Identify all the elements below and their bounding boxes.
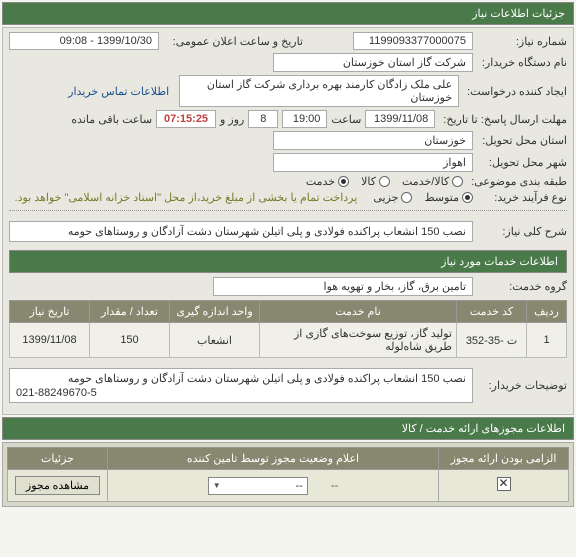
table-row: 1 ت -35-352 تولید گاز، توزیع سوخت‌های گا…: [10, 323, 567, 358]
col-qty: تعداد / مقدار: [90, 301, 170, 323]
response-date-value: 1399/11/08: [365, 110, 435, 128]
cell-date: 1399/11/08: [10, 323, 90, 358]
radio-service[interactable]: [338, 176, 349, 187]
service-group-value: تامین برق، گاز، بخار و تهویه هوا: [213, 277, 473, 296]
radio-goods-service[interactable]: [452, 176, 463, 187]
general-desc-value: نصب 150 انشعاب پراکنده فولادی و پلی اتیل…: [9, 221, 473, 242]
remaining-label: ساعت باقی مانده: [71, 113, 152, 126]
radio-service-label: خدمت: [306, 175, 335, 188]
radio-small[interactable]: [401, 192, 412, 203]
cell-name: تولید گاز، توزیع سوخت‌های گازی از طریق ش…: [260, 323, 457, 358]
radio-goods[interactable]: [379, 176, 390, 187]
general-desc-label: شرح کلی نیاز:: [477, 225, 567, 238]
view-permit-button[interactable]: مشاهده مجوز: [15, 476, 100, 495]
delivery-province-label: استان محل تحویل:: [477, 134, 567, 147]
days-value: 8: [248, 110, 278, 128]
category-radio-group: کالا/خدمت کالا خدمت: [306, 175, 463, 188]
permit-select-value: --: [295, 480, 302, 492]
delivery-province-value: خوزستان: [273, 131, 473, 150]
creator-value: علی ملک زادگان کارمند بهره برداری شرکت گ…: [179, 75, 459, 107]
need-number-label: شماره نیاز:: [477, 35, 567, 48]
buyer-notes-box: نصب 150 انشعاب پراکنده فولادی و پلی اتیل…: [9, 368, 473, 403]
cell-unit: انشعاب: [170, 323, 260, 358]
radio-goods-label: کالا: [361, 175, 376, 188]
section-header-services: اطلاعات خدمات مورد نیاز: [9, 250, 567, 273]
permit-details-cell: مشاهده مجوز: [8, 470, 108, 502]
cell-qty: 150: [90, 323, 170, 358]
chevron-down-icon: ▼: [213, 481, 221, 490]
permit-required-checkbox[interactable]: [497, 477, 511, 491]
buyer-notes-value: نصب 150 انشعاب پراکنده فولادی و پلی اتیل…: [16, 372, 466, 385]
phone-value: 021-88249670-5: [16, 387, 466, 399]
col-row: ردیف: [527, 301, 567, 323]
announce-date-label: تاریخ و ساعت اعلان عمومی:: [163, 35, 303, 48]
response-time-value: 19:00: [282, 110, 327, 128]
need-info-area: شماره نیاز: 1199093377000075 تاریخ و ساع…: [2, 27, 574, 415]
announce-date-value: 1399/10/30 - 09:08: [9, 32, 159, 50]
permits-area: الزامی بودن ارائه مجوز اعلام وضعیت مجوز …: [2, 442, 574, 507]
delivery-city-value: اهواز: [273, 153, 473, 172]
service-group-label: گروه خدمت:: [477, 280, 567, 293]
cell-row: 1: [527, 323, 567, 358]
col-name: نام خدمت: [260, 301, 457, 323]
delivery-city-label: شهر محل تحویل:: [477, 156, 567, 169]
radio-small-label: جزیی: [373, 191, 398, 204]
permit-status-cell: -- -- ▼: [108, 470, 439, 502]
col-unit: واحد اندازه گیری: [170, 301, 260, 323]
table-header-row: ردیف کد خدمت نام خدمت واحد اندازه گیری ت…: [10, 301, 567, 323]
payment-note: پرداخت تمام یا بخشی از مبلغ خرید،از محل …: [15, 191, 358, 204]
need-number-value: 1199093377000075: [353, 32, 473, 50]
permit-dash: --: [331, 480, 338, 492]
col-date: تاریخ نیاز: [10, 301, 90, 323]
permits-table: الزامی بودن ارائه مجوز اعلام وضعیت مجوز …: [7, 447, 569, 502]
purchase-type-label: نوع فرآیند خرید:: [477, 191, 567, 204]
buyer-org-label: نام دستگاه خریدار:: [477, 56, 567, 69]
permit-col-status: اعلام وضعیت مجوز توسط تامین کننده: [108, 448, 439, 470]
permit-col-required: الزامی بودن ارائه مجوز: [439, 448, 569, 470]
days-label: روز و: [220, 113, 244, 126]
creator-label: ایجاد کننده درخواست:: [463, 85, 567, 98]
buyer-org-value: شرکت گاز استان خوزستان: [273, 53, 473, 72]
section-header-need-info: جزئیات اطلاعات نیاز: [2, 2, 574, 25]
radio-medium-label: متوسط: [424, 191, 459, 204]
radio-goods-service-label: کالا/خدمت: [402, 175, 449, 188]
col-code: کد خدمت: [457, 301, 527, 323]
permit-required-cell: [439, 470, 569, 502]
permit-row: -- -- ▼ مشاهده مجوز: [8, 470, 569, 502]
contact-link[interactable]: اطلاعات تماس خریدار: [68, 85, 169, 98]
category-label: طبقه بندی موضوعی:: [467, 175, 567, 188]
permit-header-row: الزامی بودن ارائه مجوز اعلام وضعیت مجوز …: [8, 448, 569, 470]
radio-medium[interactable]: [462, 192, 473, 203]
time-label: ساعت: [331, 113, 361, 126]
buyer-notes-label: توضیحات خریدار:: [477, 379, 567, 392]
permit-status-select[interactable]: -- ▼: [208, 477, 308, 495]
services-table: ردیف کد خدمت نام خدمت واحد اندازه گیری ت…: [9, 300, 567, 358]
divider: [9, 210, 567, 211]
purchase-type-radio-group: متوسط جزیی: [373, 191, 473, 204]
cell-code: ت -35-352: [457, 323, 527, 358]
section-header-permits: اطلاعات مجوزهای ارائه خدمت / کالا: [2, 417, 574, 440]
countdown-value: 07:15:25: [156, 110, 216, 128]
permit-col-details: جزئیات: [8, 448, 108, 470]
response-deadline-label: مهلت ارسال پاسخ: تا تاریخ:: [439, 113, 567, 126]
